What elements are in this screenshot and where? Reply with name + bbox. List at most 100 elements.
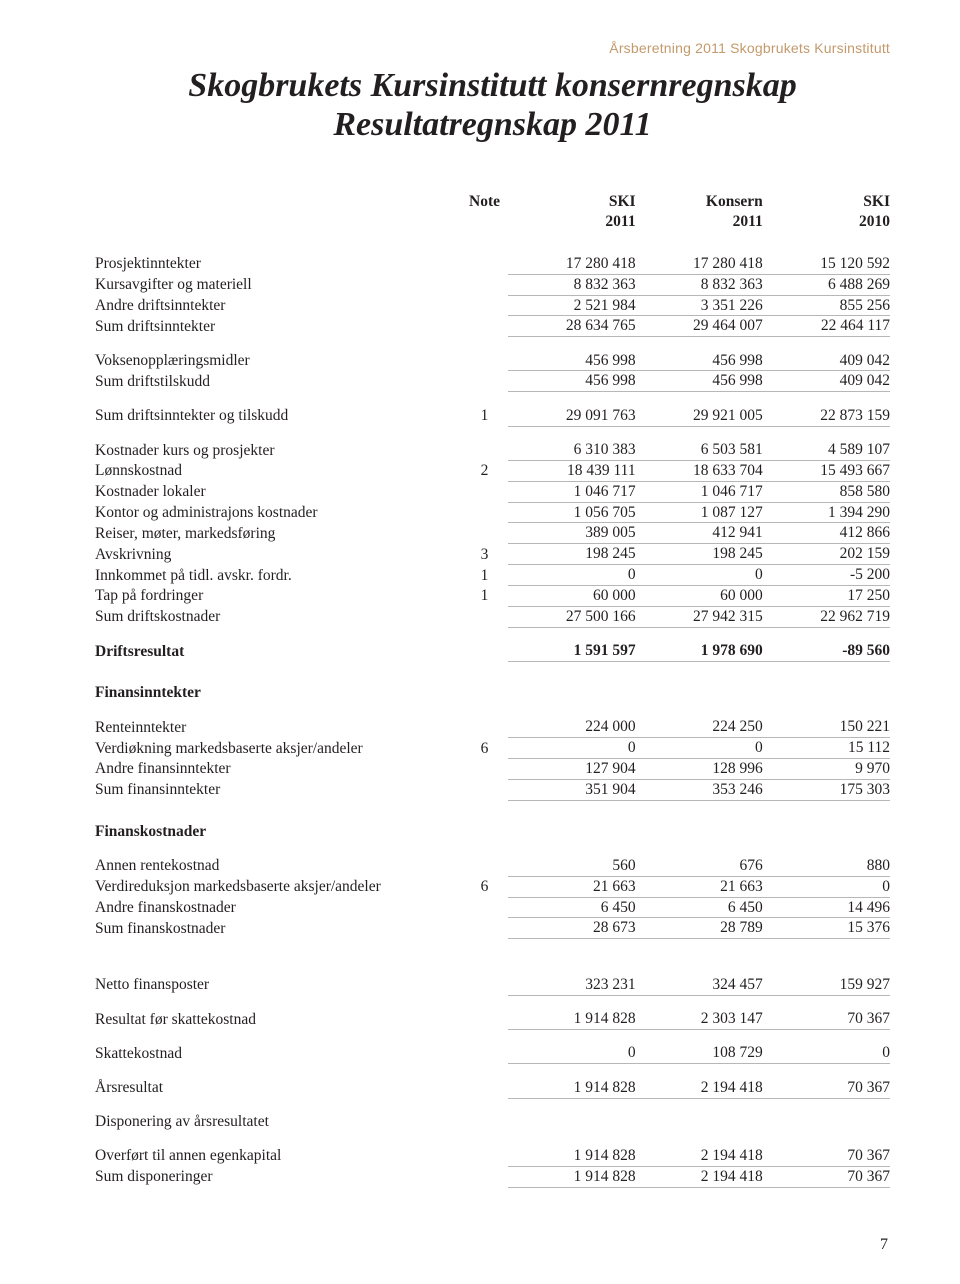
row-val: 0	[763, 876, 890, 897]
row-val: 175 303	[763, 779, 890, 800]
table-row: Renteinntekter224 000224 250150 221	[95, 717, 890, 737]
row-val: 108 729	[636, 1043, 763, 1063]
row-val: 858 580	[763, 481, 890, 502]
row-note	[461, 1166, 509, 1187]
row-label: Skattekostnad	[95, 1043, 461, 1063]
row-val: 409 042	[763, 351, 890, 371]
table-row: Sum driftskostnader27 500 16627 942 3152…	[95, 606, 890, 627]
row-note	[461, 254, 509, 274]
row-val: 70 367	[763, 1009, 890, 1029]
row-val: 9 970	[763, 758, 890, 779]
row-val: 60 000	[636, 585, 763, 606]
row-val: 353 246	[636, 779, 763, 800]
row-val: 28 673	[508, 918, 635, 939]
row-label: Innkommet på tidl. avskr. fordr.	[95, 565, 461, 586]
row-val: 29 921 005	[636, 406, 763, 426]
column-header-row-1: Note SKI Konsern SKI	[95, 192, 890, 212]
table-row: Lønnskostnad218 439 11118 633 70415 493 …	[95, 460, 890, 481]
row-val: 15 120 592	[763, 254, 890, 274]
row-val: 128 996	[636, 758, 763, 779]
row-val: 323 231	[508, 975, 635, 995]
row-val: 456 998	[508, 371, 635, 392]
row-note	[461, 856, 509, 876]
table-row: Resultat før skattekostnad1 914 8282 303…	[95, 1009, 890, 1029]
col-konsern2011-header: Konsern	[636, 192, 763, 212]
row-note: 6	[461, 738, 509, 759]
row-val: 1 046 717	[636, 481, 763, 502]
row-note: 6	[461, 876, 509, 897]
table-row: Sum disponeringer1 914 8282 194 41870 36…	[95, 1166, 890, 1187]
row-note: 1	[461, 585, 509, 606]
row-note	[461, 1078, 509, 1098]
row-label: Kursavgifter og materiell	[95, 274, 461, 295]
row-val: 0	[508, 738, 635, 759]
row-val: 0	[636, 738, 763, 759]
row-val: 28 789	[636, 918, 763, 939]
row-val: 412 866	[763, 523, 890, 544]
row-label: Verdiøkning markedsbaserte aksjer/andele…	[95, 738, 461, 759]
row-label: Avskrivning	[95, 544, 461, 565]
table-row: Kostnader lokaler1 046 7171 046 717858 5…	[95, 481, 890, 502]
row-val: 15 376	[763, 918, 890, 939]
row-val: 1 087 127	[636, 502, 763, 523]
row-val: 127 904	[508, 758, 635, 779]
row-label: Voksenopplæringsmidler	[95, 351, 461, 371]
table-row: Netto finansposter323 231324 457159 927	[95, 975, 890, 995]
row-val: 409 042	[763, 371, 890, 392]
col-konsern2011-sub: 2011	[636, 212, 763, 232]
page-title: Skogbrukets Kursinstitutt konsernregnska…	[95, 66, 890, 144]
table-row: Sum driftsinntekter28 634 76529 464 0072…	[95, 316, 890, 337]
title-line-1: Skogbrukets Kursinstitutt konsernregnska…	[188, 67, 796, 104]
row-label: Annen rentekostnad	[95, 856, 461, 876]
page-root: Årsberetning 2011 Skogbrukets Kursinstit…	[0, 0, 960, 1284]
row-val: 676	[636, 856, 763, 876]
row-label: Kostnader lokaler	[95, 481, 461, 502]
section-heading: Finanskostnader	[95, 822, 461, 842]
row-val: 22 873 159	[763, 406, 890, 426]
row-val: 8 832 363	[636, 274, 763, 295]
row-note	[461, 641, 509, 661]
row-label: Sum disponeringer	[95, 1166, 461, 1187]
row-label: Tap på fordringer	[95, 585, 461, 606]
row-val: 198 245	[636, 544, 763, 565]
row-note	[461, 371, 509, 392]
row-note	[461, 351, 509, 371]
row-val: 17 250	[763, 585, 890, 606]
row-val: 880	[763, 856, 890, 876]
row-val: 1 056 705	[508, 502, 635, 523]
row-val: 2 194 418	[636, 1166, 763, 1187]
table-row: Sum finansinntekter351 904353 246175 303	[95, 779, 890, 800]
table-row: Skattekostnad0108 7290	[95, 1043, 890, 1063]
row-label: Kostnader kurs og prosjekter	[95, 440, 461, 460]
table-row: Verdireduksjon markedsbaserte aksjer/and…	[95, 876, 890, 897]
table-row: Innkommet på tidl. avskr. fordr.100-5 20…	[95, 565, 890, 586]
table-row: Andre finansinntekter127 904128 9969 970	[95, 758, 890, 779]
row-val: 21 663	[636, 876, 763, 897]
table-row: Driftsresultat1 591 5971 978 690-89 560	[95, 641, 890, 661]
row-val: 17 280 418	[508, 254, 635, 274]
table-row: Kursavgifter og materiell8 832 3638 832 …	[95, 274, 890, 295]
row-val: 15 493 667	[763, 460, 890, 481]
row-val: 6 503 581	[636, 440, 763, 460]
row-val: 70 367	[763, 1146, 890, 1166]
row-label: Årsresultat	[95, 1078, 461, 1098]
col-note-header: Note	[461, 192, 509, 212]
row-label: Kontor og administrajons kostnader	[95, 502, 461, 523]
row-label: Sum finanskostnader	[95, 918, 461, 939]
row-label: Verdireduksjon markedsbaserte aksjer/and…	[95, 876, 461, 897]
row-val: 1 914 828	[508, 1146, 635, 1166]
row-val: 60 000	[508, 585, 635, 606]
table-row: Avskrivning3198 245198 245202 159	[95, 544, 890, 565]
row-val: 389 005	[508, 523, 635, 544]
row-val: 17 280 418	[636, 254, 763, 274]
row-label: Resultat før skattekostnad	[95, 1009, 461, 1029]
row-val: 14 496	[763, 897, 890, 918]
row-label: Netto finansposter	[95, 975, 461, 995]
table-row: Andre driftsinntekter2 521 9843 351 2268…	[95, 295, 890, 316]
row-label: Sum driftsinntekter	[95, 316, 461, 337]
table-row: Annen rentekostnad560676880	[95, 856, 890, 876]
row-val: 18 439 111	[508, 460, 635, 481]
row-label: Sum finansinntekter	[95, 779, 461, 800]
row-val: 1 914 828	[508, 1166, 635, 1187]
row-val: 18 633 704	[636, 460, 763, 481]
